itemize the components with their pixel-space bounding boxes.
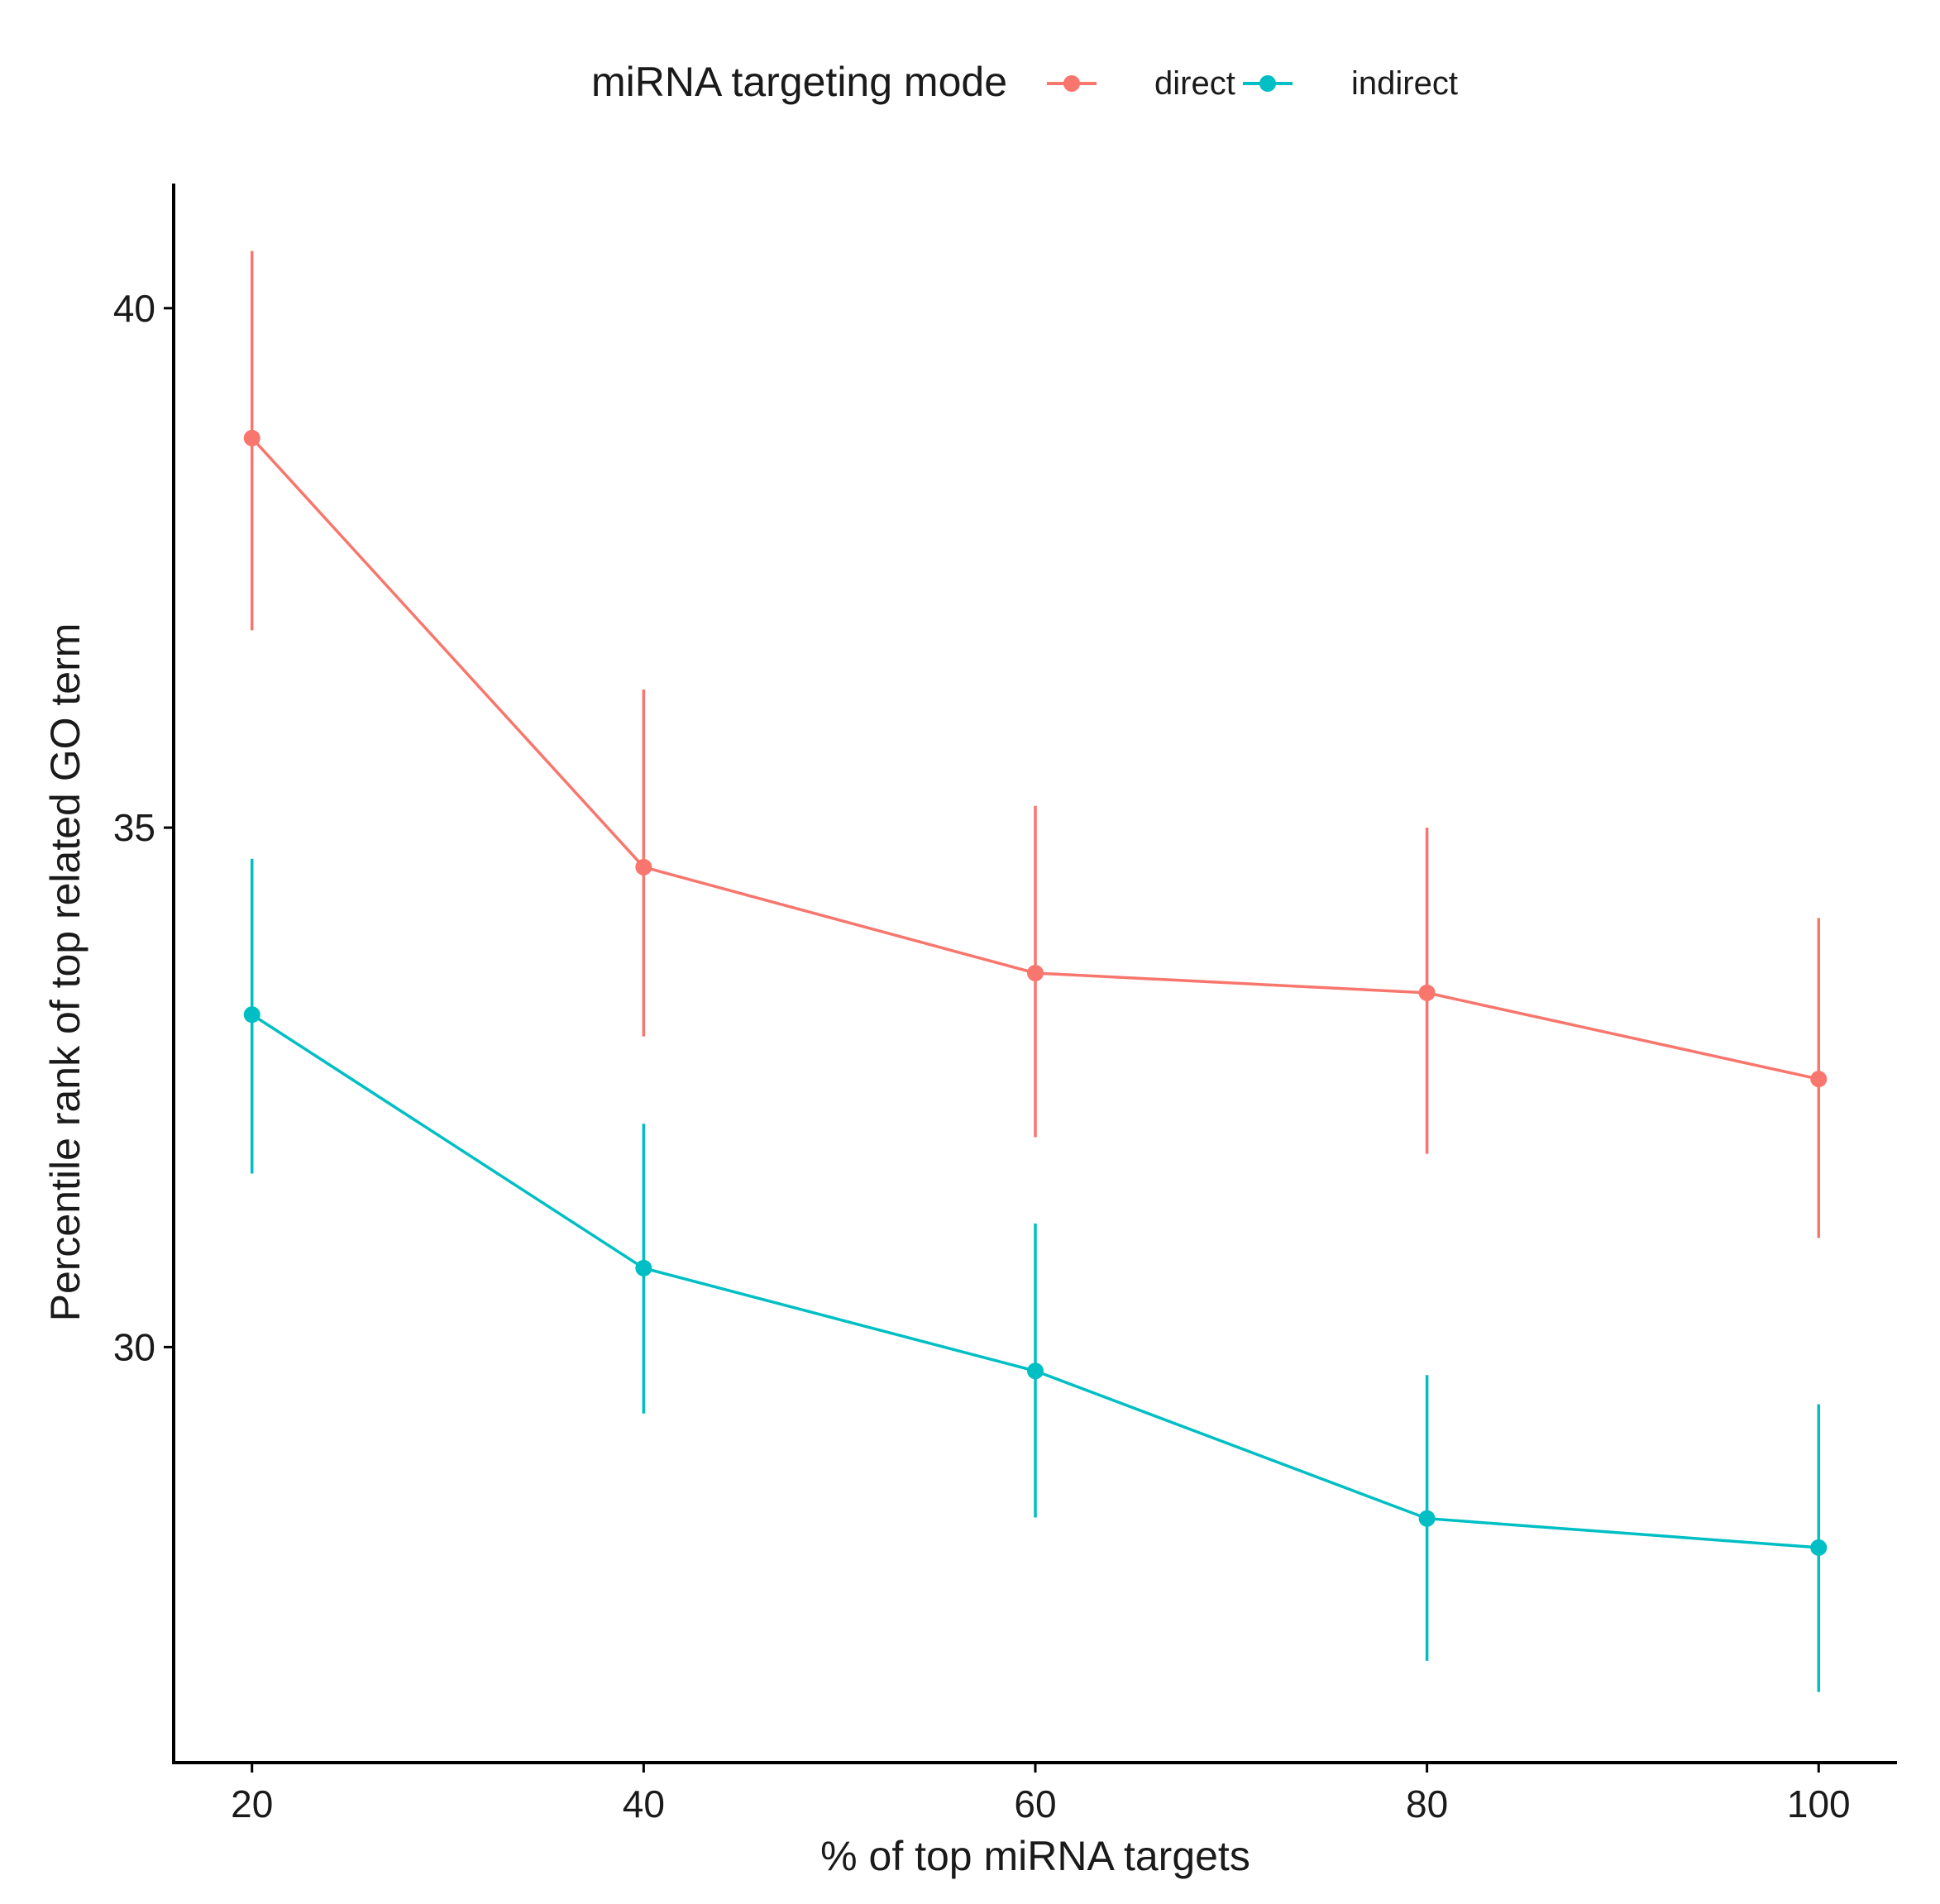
legend-label: indirect bbox=[1351, 65, 1458, 102]
y-tick-label: 30 bbox=[113, 1325, 155, 1368]
legend-item-direct: direct bbox=[1047, 65, 1235, 102]
data-point-direct bbox=[635, 858, 652, 876]
series-layer bbox=[243, 251, 1828, 1692]
x-tick-label: 60 bbox=[1014, 1782, 1056, 1825]
y-tick-label: 40 bbox=[113, 287, 155, 330]
data-point-indirect bbox=[243, 1006, 260, 1024]
x-tick-label: 100 bbox=[1787, 1782, 1851, 1825]
x-tick-label: 20 bbox=[231, 1782, 273, 1825]
legend: miRNA targeting mode direct indirect bbox=[591, 59, 1458, 105]
y-ticks: 30 35 40 bbox=[113, 287, 174, 1368]
x-axis-title: % of top miRNA targets bbox=[820, 1833, 1250, 1879]
data-point-direct bbox=[1810, 1071, 1828, 1088]
axes: 20 40 60 80 100 30 35 40 bbox=[113, 184, 1897, 1825]
data-point-direct bbox=[1027, 965, 1044, 981]
legend-key-point bbox=[1259, 75, 1276, 92]
y-axis-title: Percentile rank of top related GO term bbox=[42, 623, 88, 1322]
data-point-indirect bbox=[1418, 1510, 1436, 1527]
data-point-indirect bbox=[635, 1259, 652, 1276]
series-indirect bbox=[243, 858, 1828, 1692]
x-ticks: 20 40 60 80 100 bbox=[231, 1763, 1851, 1825]
legend-key-point bbox=[1063, 75, 1080, 92]
legend-item-indirect: indirect bbox=[1243, 65, 1458, 102]
series-direct bbox=[243, 251, 1828, 1238]
legend-label: direct bbox=[1154, 65, 1235, 102]
data-point-indirect bbox=[1027, 1362, 1044, 1380]
x-tick-label: 40 bbox=[623, 1782, 665, 1825]
data-point-indirect bbox=[1810, 1539, 1828, 1556]
data-point-direct bbox=[243, 429, 260, 446]
x-tick-label: 80 bbox=[1406, 1782, 1448, 1825]
legend-items: direct indirect bbox=[1047, 65, 1458, 102]
legend-title: miRNA targeting mode bbox=[591, 59, 1007, 105]
y-tick-label: 35 bbox=[113, 806, 155, 849]
data-point-direct bbox=[1418, 984, 1436, 1001]
